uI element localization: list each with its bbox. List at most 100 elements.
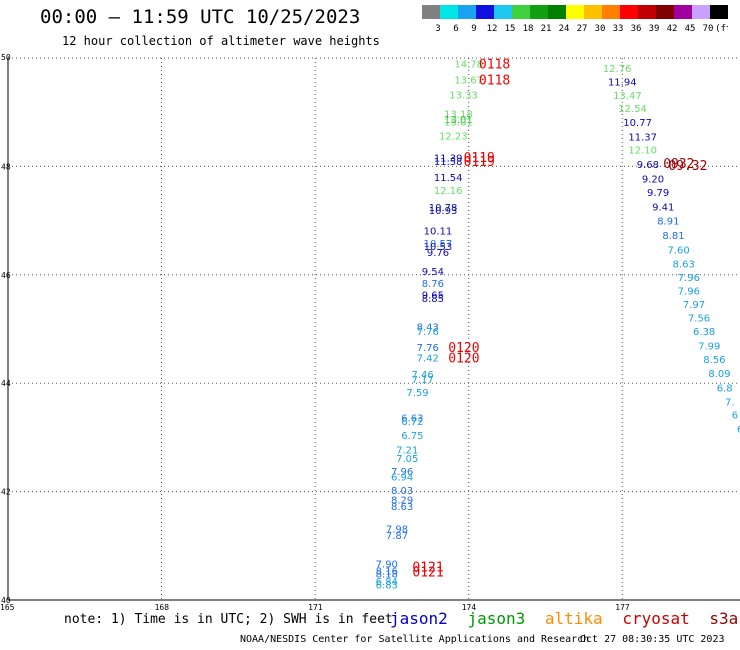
color-swatch — [710, 5, 728, 19]
swh-value-label: 13.18 — [444, 109, 473, 120]
swh-value-label: 8.63 — [673, 259, 695, 270]
x-tick-label: 174 — [462, 603, 477, 612]
color-scale-label: 9 — [471, 24, 476, 33]
swh-value-label: 11.39 — [434, 154, 463, 165]
swh-value-label: 6.75 — [401, 431, 423, 442]
swh-value-label: 6.63 — [401, 413, 423, 424]
color-swatch — [566, 5, 584, 19]
generated-timestamp: Oct 27 08:30:35 UTC 2023 — [580, 634, 725, 645]
swh-value-label: 13.67 — [454, 76, 483, 87]
color-swatch — [458, 5, 476, 19]
x-tick-label: 168 — [155, 603, 170, 612]
color-scale-label: 33 — [613, 24, 624, 33]
swh-value-label: 14.78 — [454, 59, 483, 70]
swh-value-label: 9.54 — [422, 267, 444, 278]
color-swatch — [584, 5, 602, 19]
color-swatch — [440, 5, 458, 19]
credit-line: NOAA/NESDIS Center for Satellite Applica… — [240, 634, 590, 645]
swh-value-label: 8.03 — [391, 486, 413, 497]
swh-value-label: 8.16 — [376, 567, 398, 578]
swh-value-label: 7.90 — [376, 560, 398, 571]
swh-value-label: 8.43 — [417, 322, 439, 333]
swh-value-label: 7.76 — [417, 343, 439, 354]
swh-value-label: 12.76 — [603, 64, 632, 75]
swh-value-label: 6 — [737, 425, 740, 436]
swh-value-label: 8.56 — [703, 355, 725, 366]
swh-value-label: 11.37 — [628, 133, 657, 144]
swh-value-label: 7.97 — [683, 300, 705, 311]
swh-value-label: 10.93 — [429, 206, 458, 217]
y-tick-label: 40 — [1, 596, 11, 605]
color-scale-label: 30 — [595, 24, 606, 33]
swh-value-label: 10.53 — [424, 242, 453, 253]
y-tick-label: 48 — [1, 162, 11, 171]
color-swatch — [656, 5, 674, 19]
swh-value-label: 7.59 — [406, 388, 428, 399]
swh-value-label: 7.60 — [667, 245, 689, 256]
color-swatch — [530, 5, 548, 19]
swh-value-label: 15.01 — [444, 117, 473, 128]
time-annotation: 0118 — [479, 74, 510, 89]
color-swatch — [692, 5, 710, 19]
swh-value-label: 9.41 — [652, 203, 674, 214]
swh-value-label: 6.83 — [376, 580, 398, 591]
color-scale-label: 18 — [523, 24, 534, 33]
footnote: note: 1) Time is in UTC; 2) SWH is in fe… — [64, 612, 393, 627]
time-annotation: 0121 — [412, 565, 443, 580]
swh-value-label: 6.84 — [376, 577, 398, 588]
legend-s3a: s3a — [709, 609, 739, 628]
swh-value-label: 8.18 — [376, 569, 398, 580]
color-swatch — [476, 5, 494, 19]
color-swatch — [674, 5, 692, 19]
color-swatch — [512, 5, 530, 19]
swh-value-label: 7.56 — [688, 314, 710, 325]
y-tick-label: 50 — [1, 53, 11, 62]
swh-value-label: 7.42 — [417, 354, 439, 365]
swh-value-label: 10.11 — [424, 226, 453, 237]
chart-subtitle: 12 hour collection of altimeter wave hei… — [62, 34, 380, 48]
time-annotation: 09.32 — [668, 159, 707, 174]
swh-value-label: 11.54 — [434, 173, 463, 184]
color-scale-label: 24 — [559, 24, 570, 33]
time-annotation: 0118 — [479, 57, 510, 72]
swh-value-label: 8.91 — [657, 217, 679, 228]
swh-value-label: 10.78 — [429, 203, 458, 214]
swh-value-label: 13.01 — [444, 115, 473, 126]
color-scale-label: 12 — [487, 24, 498, 33]
swh-value-label: 7.96 — [391, 467, 413, 478]
x-tick-label: 171 — [308, 603, 323, 612]
swh-value-label: 7.96 — [678, 273, 700, 284]
color-swatch — [548, 5, 566, 19]
swh-value-label: 8.29 — [391, 496, 413, 507]
chart-title: 00:00 – 11:59 UTC 10/25/2023 — [40, 6, 361, 28]
color-swatch — [620, 5, 638, 19]
swh-value-label: 12.23 — [439, 132, 468, 143]
color-scale-label: (ft) — [715, 24, 728, 33]
color-scale-label: 15 — [505, 24, 516, 33]
legend-jason3: jason3 — [467, 609, 526, 628]
color-swatch — [638, 5, 656, 19]
swh-value-label: 8.81 — [662, 231, 684, 242]
color-scale-label: 42 — [667, 24, 678, 33]
color-swatch — [602, 5, 620, 19]
swh-value-label: 6.38 — [693, 327, 715, 338]
swh-value-label: 8.85 — [422, 294, 444, 305]
time-annotation: 0932 — [663, 157, 694, 172]
time-annotation: 0119 — [464, 151, 495, 166]
swh-value-label: 6.72 — [401, 417, 423, 428]
swh-value-label: 13.47 — [613, 91, 642, 102]
swh-value-label: 8.09 — [708, 369, 730, 380]
y-tick-label: 44 — [1, 379, 11, 388]
color-scale-label: 27 — [577, 24, 588, 33]
y-tick-label: 46 — [1, 271, 11, 280]
swh-value-label: 6.94 — [391, 472, 413, 483]
swh-value-label: 7. — [725, 398, 735, 409]
color-scale-label: 70 — [703, 24, 714, 33]
swh-value-label: 7.99 — [698, 341, 720, 352]
swh-value-label: 9.68 — [637, 160, 659, 171]
swh-value-label: 8.76 — [422, 279, 444, 290]
color-swatch — [494, 5, 512, 19]
time-annotation: 0119 — [464, 155, 495, 170]
color-scale-label: 36 — [631, 24, 642, 33]
